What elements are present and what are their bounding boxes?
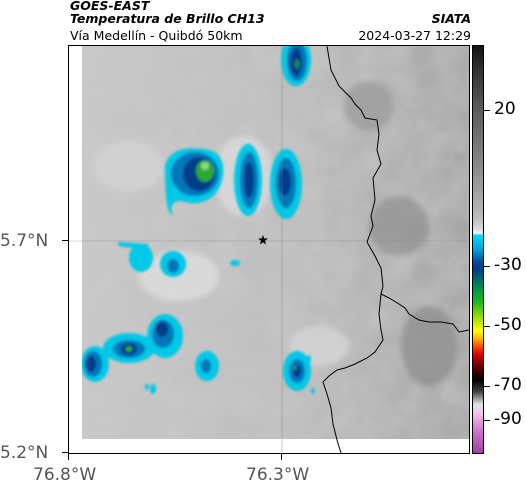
lat-tick-2 (62, 452, 68, 453)
product-title: Temperatura de Brillo CH13 (70, 11, 265, 26)
brightness-field (82, 46, 469, 439)
satellite-map (68, 45, 470, 454)
lon-tick-2 (281, 454, 282, 460)
cold-cloud-tops (81, 46, 315, 394)
lon-label: 76.3°W (246, 465, 310, 485)
colorbar-label: 20 (494, 99, 516, 119)
lon-tick-1 (68, 454, 69, 460)
lat-tick-1 (62, 240, 68, 241)
star-icon (258, 235, 268, 245)
colorbar-label: -50 (494, 315, 522, 335)
gridlines (69, 46, 469, 453)
colorbar-tick (484, 386, 490, 387)
colorbar-label: -70 (494, 375, 522, 395)
lat-label: 5.2°N (0, 443, 49, 463)
timestamp-label: 2024-03-27 12:29 (358, 28, 471, 43)
colorbar-label: -30 (494, 255, 522, 275)
boundary-line (322, 46, 469, 453)
colorbar-tick (484, 326, 490, 327)
organization-label: SIATA (431, 11, 471, 26)
location-subtitle: Vía Medellín - Quibdó 50km (70, 28, 243, 43)
satellite-name: GOES-EAST (70, 0, 150, 13)
lon-label: 76.8°W (33, 465, 97, 485)
colorbar-tick (484, 266, 490, 267)
colorbar-tick (484, 110, 490, 111)
no-data-margin (69, 46, 469, 453)
colorbar-tick (484, 420, 490, 421)
lat-label: 5.7°N (0, 231, 49, 251)
colorbar-label: -90 (494, 409, 522, 429)
colorbar (472, 45, 484, 454)
